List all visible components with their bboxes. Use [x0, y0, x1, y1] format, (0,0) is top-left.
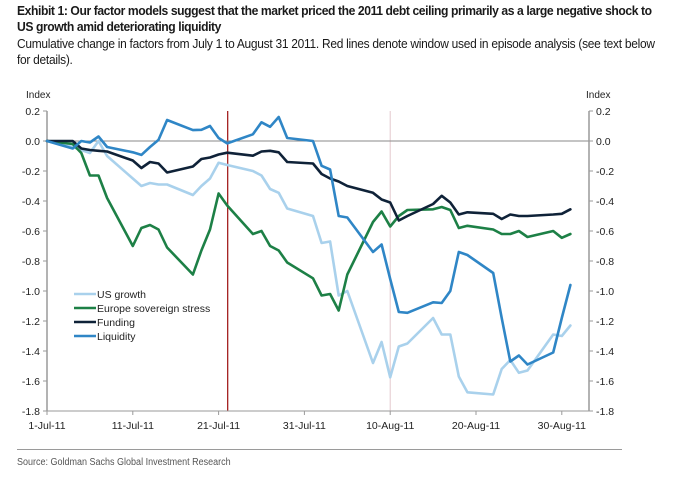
legend-item: Liquidity	[74, 331, 136, 343]
right-y-tick-label: -1.4	[596, 346, 614, 358]
reference-lines	[47, 111, 589, 411]
legend-label: Europe sovereign stress	[97, 303, 210, 315]
legend-label: US growth	[97, 289, 146, 301]
x-tick-label: 10-Aug-11	[366, 420, 414, 432]
legend: US growth Europe sovereign stress Funding L…	[74, 289, 210, 343]
left-y-tick-label: -1.8	[22, 406, 40, 418]
legend-item: Europe sovereign stress	[74, 303, 210, 315]
left-axis-title: Index	[26, 90, 50, 101]
series-line-europe-sovereign-stress	[45, 139, 572, 312]
series-line-us-growth	[45, 139, 572, 396]
line-chart: 1-Jul-11 11-Jul-11 21-Jul-11 31-Jul-11 10-Au…	[22, 90, 614, 432]
exhibit-subtitle: Cumulative change in factors from July 1…	[17, 36, 655, 67]
series-lines	[45, 115, 572, 396]
left-y-tick-label: -1.0	[22, 286, 40, 298]
right-y-tick-label: -0.4	[596, 196, 614, 208]
left-y-tick-label: -0.4	[22, 196, 40, 208]
x-tick-label: 20-Aug-11	[452, 420, 500, 432]
left-y-tick-label: 0.0	[25, 136, 40, 148]
right-y-tick-label: -0.8	[596, 256, 614, 268]
x-tick-label: 31-Jul-11	[283, 420, 326, 432]
left-y-tick-label: -0.2	[22, 166, 40, 178]
x-tick-label: 21-Jul-11	[197, 420, 240, 432]
right-y-tick-label: -1.2	[596, 316, 614, 328]
right-y-tick-label: 0.2	[596, 106, 611, 118]
x-axis-ticks: 1-Jul-11 11-Jul-11 21-Jul-11 31-Jul-11 10-Au…	[28, 411, 586, 432]
left-y-tick-label: -0.6	[22, 226, 40, 238]
legend-item: US growth	[74, 289, 146, 301]
left-y-tick-label: -1.6	[22, 376, 40, 388]
source-note: Source: Goldman Sachs Global Investment …	[17, 457, 231, 468]
exhibit-title: Exhibit 1: Our factor models suggest tha…	[17, 3, 652, 34]
legend-item: Funding	[74, 317, 135, 329]
x-tick-label: 30-Aug-11	[538, 420, 586, 432]
left-y-tick-label: -1.2	[22, 316, 40, 328]
legend-label: Liquidity	[97, 331, 136, 343]
legend-label: Funding	[97, 317, 135, 329]
right-y-tick-label: 0.0	[596, 136, 611, 148]
footer-separator	[17, 449, 622, 450]
x-tick-label: 1-Jul-11	[28, 420, 65, 432]
x-tick-label: 11-Jul-11	[112, 420, 154, 432]
right-y-tick-label: -1.0	[596, 286, 614, 298]
y-axis-ticks: 0.2 0.2 0.0 0.0 -0.2 -0.2 -0.4 -0.4 -0.6 -0.6 -0.8…	[22, 106, 614, 418]
series-line-funding	[45, 139, 572, 222]
right-axis-title: Index	[586, 90, 610, 101]
right-y-tick-label: -0.2	[596, 166, 614, 178]
series-line-liquidity	[45, 115, 572, 366]
right-y-tick-label: -1.8	[596, 406, 614, 418]
left-y-tick-label: -0.8	[22, 256, 40, 268]
right-y-tick-label: -0.6	[596, 226, 614, 238]
right-y-tick-label: -1.6	[596, 376, 614, 388]
left-y-tick-label: -1.4	[22, 346, 40, 358]
left-y-tick-label: 0.2	[25, 106, 40, 118]
